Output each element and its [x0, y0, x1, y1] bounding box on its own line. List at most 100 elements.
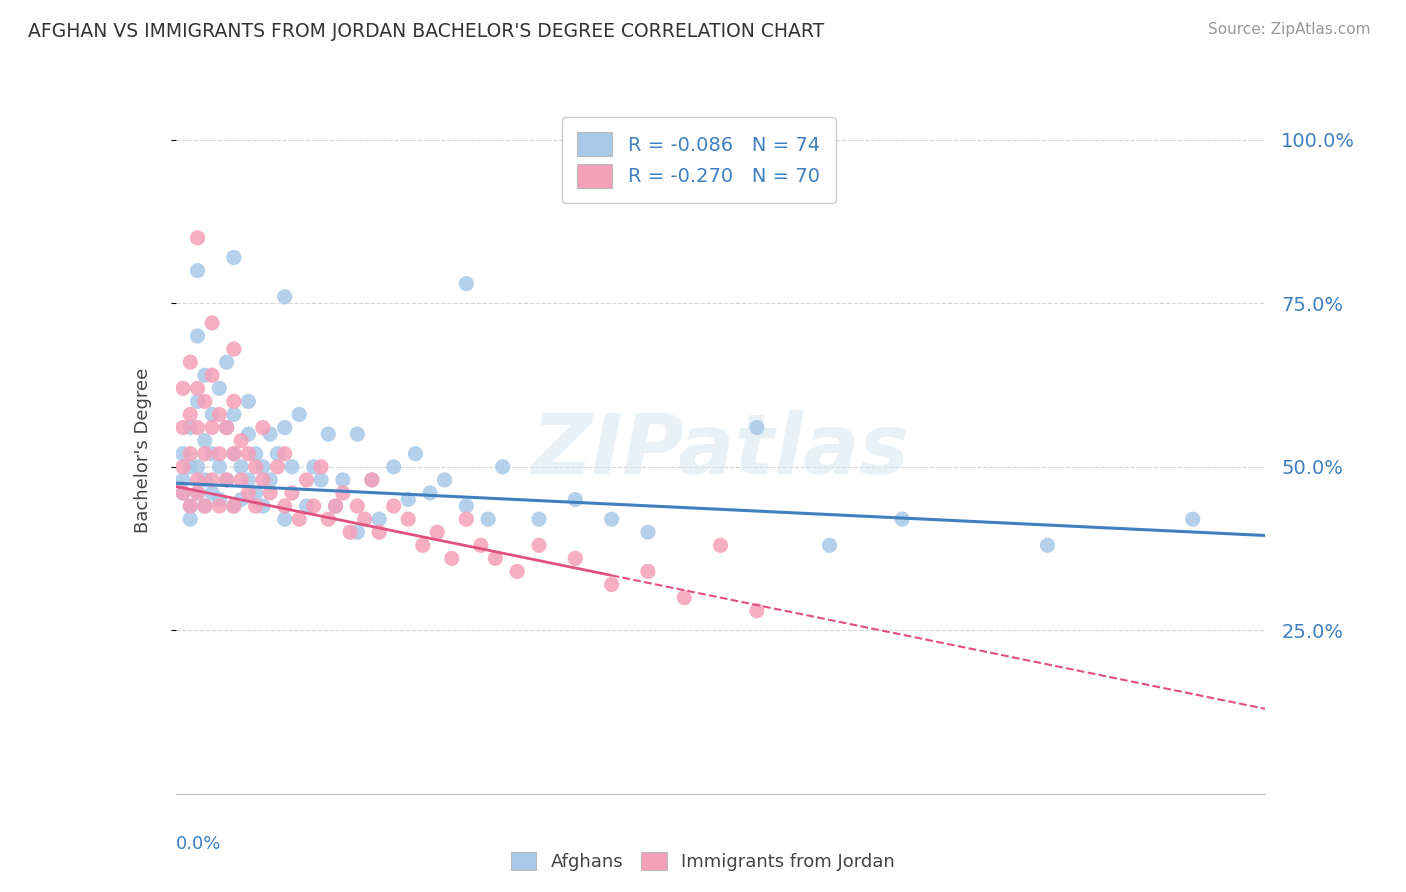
Point — [179, 447, 201, 461]
Point — [208, 408, 231, 422]
Point — [266, 447, 288, 461]
Point — [194, 499, 217, 513]
Point — [346, 427, 368, 442]
Point — [288, 512, 311, 526]
Point — [172, 420, 194, 434]
Point — [172, 473, 194, 487]
Point — [274, 499, 297, 513]
Point — [527, 538, 550, 552]
Point — [274, 512, 297, 526]
Point — [201, 420, 224, 434]
Legend: R = -0.086   N = 74, R = -0.270   N = 70: R = -0.086 N = 74, R = -0.270 N = 70 — [562, 117, 835, 203]
Point — [222, 447, 245, 461]
Point — [382, 459, 405, 474]
Point — [231, 434, 253, 448]
Point — [346, 525, 368, 540]
Point — [179, 420, 201, 434]
Y-axis label: Bachelor's Degree: Bachelor's Degree — [134, 368, 152, 533]
Point — [339, 525, 361, 540]
Point — [673, 591, 696, 605]
Point — [274, 420, 297, 434]
Point — [194, 499, 217, 513]
Point — [600, 512, 623, 526]
Point — [309, 473, 332, 487]
Point — [238, 394, 260, 409]
Point — [891, 512, 914, 526]
Point — [288, 408, 311, 422]
Point — [208, 492, 231, 507]
Point — [456, 512, 478, 526]
Point — [745, 604, 768, 618]
Point — [172, 381, 194, 395]
Point — [186, 486, 209, 500]
Text: Source: ZipAtlas.com: Source: ZipAtlas.com — [1208, 22, 1371, 37]
Point — [186, 231, 209, 245]
Point — [368, 512, 391, 526]
Point — [186, 420, 209, 434]
Point — [172, 486, 194, 500]
Point — [1181, 512, 1204, 526]
Point — [456, 277, 478, 291]
Point — [382, 499, 405, 513]
Point — [564, 492, 586, 507]
Point — [295, 473, 318, 487]
Text: ZIPatlas: ZIPatlas — [531, 410, 910, 491]
Point — [179, 408, 201, 422]
Point — [215, 473, 238, 487]
Point — [259, 427, 281, 442]
Point — [179, 499, 201, 513]
Point — [252, 473, 274, 487]
Point — [433, 473, 456, 487]
Point — [186, 473, 209, 487]
Point — [172, 459, 194, 474]
Point — [637, 525, 659, 540]
Point — [396, 492, 419, 507]
Point — [325, 499, 347, 513]
Point — [186, 486, 209, 500]
Point — [368, 525, 391, 540]
Point — [266, 459, 288, 474]
Point — [201, 486, 224, 500]
Point — [492, 459, 515, 474]
Point — [419, 486, 441, 500]
Point — [179, 512, 201, 526]
Point — [477, 512, 499, 526]
Legend: Afghans, Immigrants from Jordan: Afghans, Immigrants from Jordan — [503, 845, 903, 879]
Point — [281, 486, 304, 500]
Point — [318, 512, 340, 526]
Point — [194, 394, 217, 409]
Point — [208, 459, 231, 474]
Point — [281, 459, 304, 474]
Point — [245, 486, 267, 500]
Point — [215, 473, 238, 487]
Point — [332, 473, 354, 487]
Point — [325, 499, 347, 513]
Point — [332, 486, 354, 500]
Point — [222, 394, 245, 409]
Point — [745, 420, 768, 434]
Point — [194, 368, 217, 383]
Point — [600, 577, 623, 591]
Point — [295, 499, 318, 513]
Point — [238, 427, 260, 442]
Point — [484, 551, 506, 566]
Point — [564, 551, 586, 566]
Point — [1036, 538, 1059, 552]
Point — [238, 473, 260, 487]
Point — [470, 538, 492, 552]
Point — [208, 447, 231, 461]
Point — [222, 251, 245, 265]
Text: 0.0%: 0.0% — [176, 835, 221, 853]
Point — [318, 427, 340, 442]
Point — [222, 342, 245, 356]
Point — [405, 447, 427, 461]
Point — [231, 473, 253, 487]
Point — [172, 486, 194, 500]
Point — [440, 551, 463, 566]
Point — [396, 512, 419, 526]
Point — [412, 538, 434, 552]
Point — [186, 459, 209, 474]
Point — [527, 512, 550, 526]
Point — [309, 459, 332, 474]
Point — [274, 447, 297, 461]
